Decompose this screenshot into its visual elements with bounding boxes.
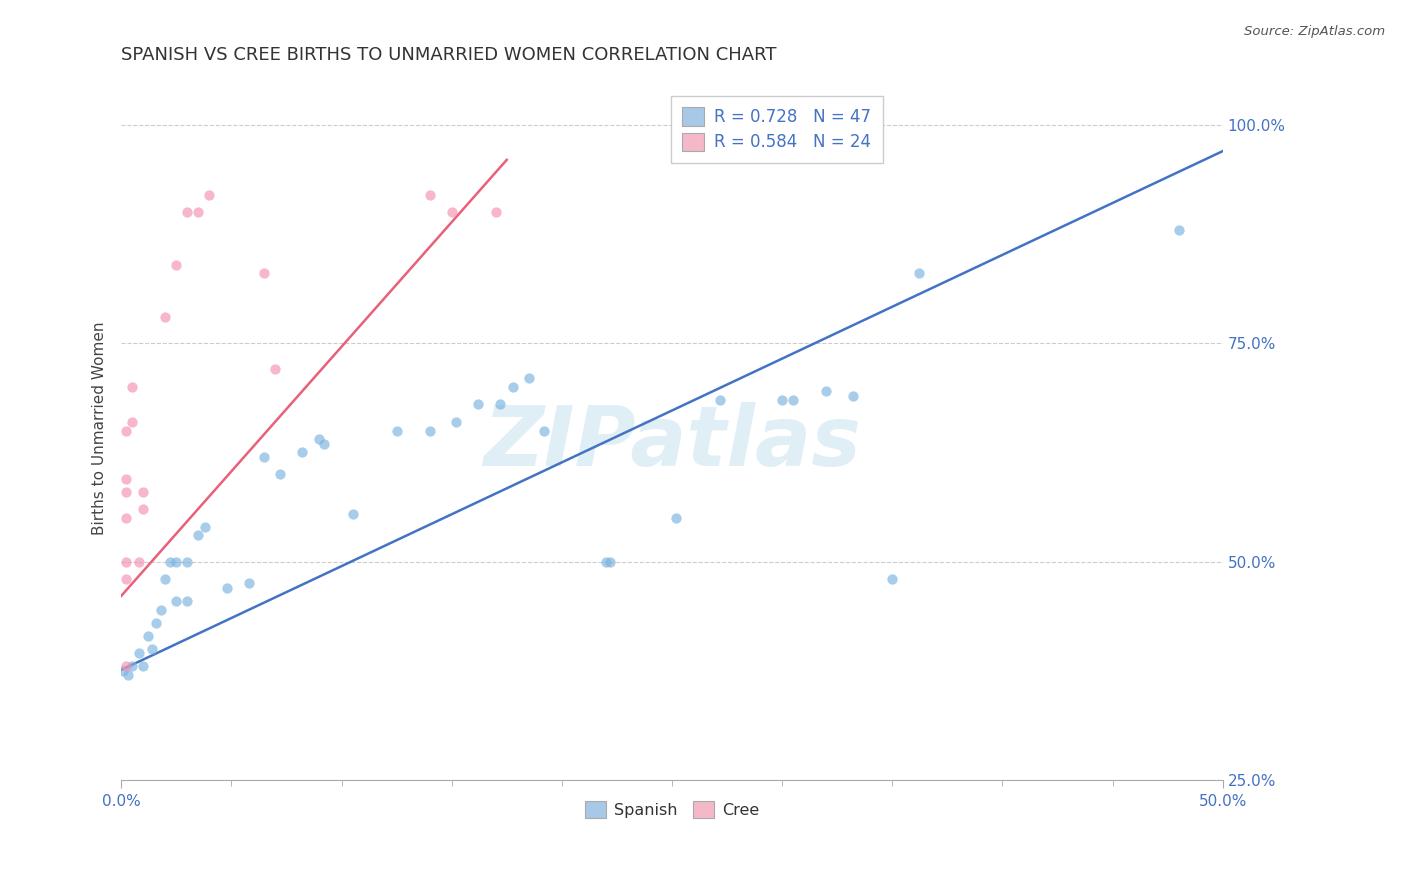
Point (215, 581, 238, 595)
Point (599, 555, 621, 569)
Point (467, 397, 489, 411)
Point (136, 629, 159, 643)
Point (114, 659, 136, 673)
Y-axis label: Births to Unmarried Women: Births to Unmarried Women (93, 322, 107, 535)
Point (132, 484, 155, 499)
Point (517, 371, 540, 385)
Text: Source: ZipAtlas.com: Source: ZipAtlas.com (1244, 25, 1385, 38)
Point (841, 389, 863, 403)
Point (114, 511, 136, 525)
Point (238, 576, 260, 591)
Point (117, 668, 139, 682)
Point (489, 397, 512, 411)
Point (149, 602, 172, 616)
Point (145, 615, 167, 630)
Point (155, 310, 177, 324)
Point (502, 380, 524, 394)
Point (114, 424, 136, 438)
Point (114, 555, 136, 569)
Point (132, 502, 155, 516)
Point (253, 266, 276, 280)
Point (194, 519, 217, 533)
Point (176, 555, 198, 569)
Point (114, 484, 136, 499)
Point (533, 424, 555, 438)
Point (308, 433, 330, 447)
Point (291, 445, 314, 459)
Point (782, 392, 804, 407)
Point (665, 511, 688, 525)
Point (121, 659, 143, 673)
Point (128, 555, 150, 569)
Point (419, 424, 441, 438)
Point (121, 380, 143, 394)
Point (155, 572, 177, 586)
Legend: Spanish, Cree: Spanish, Cree (578, 795, 765, 825)
Point (112, 664, 135, 678)
Point (440, 205, 463, 219)
Point (312, 436, 335, 450)
Point (770, 392, 793, 407)
Point (159, 555, 181, 569)
Point (128, 646, 150, 660)
Point (187, 528, 209, 542)
Point (114, 472, 136, 486)
Text: ZIPatlas: ZIPatlas (484, 402, 860, 483)
Point (264, 362, 287, 376)
Point (165, 555, 187, 569)
Point (165, 258, 187, 272)
Point (165, 594, 187, 608)
Point (114, 572, 136, 586)
Point (121, 415, 143, 429)
Text: SPANISH VS CREE BIRTHS TO UNMARRIED WOMEN CORRELATION CHART: SPANISH VS CREE BIRTHS TO UNMARRIED WOME… (121, 46, 776, 64)
Point (419, 187, 441, 202)
Point (269, 467, 291, 482)
Point (342, 507, 364, 521)
Point (444, 415, 467, 429)
Point (187, 205, 209, 219)
Point (815, 384, 838, 399)
Point (132, 659, 155, 673)
Point (198, 187, 221, 202)
Point (1167, 223, 1189, 237)
Point (709, 392, 731, 407)
Point (385, 424, 408, 438)
Point (485, 205, 508, 219)
Point (907, 266, 929, 280)
Point (176, 594, 198, 608)
Point (595, 555, 617, 569)
Point (176, 205, 198, 219)
Point (141, 642, 163, 657)
Point (882, 572, 904, 586)
Point (253, 450, 276, 464)
